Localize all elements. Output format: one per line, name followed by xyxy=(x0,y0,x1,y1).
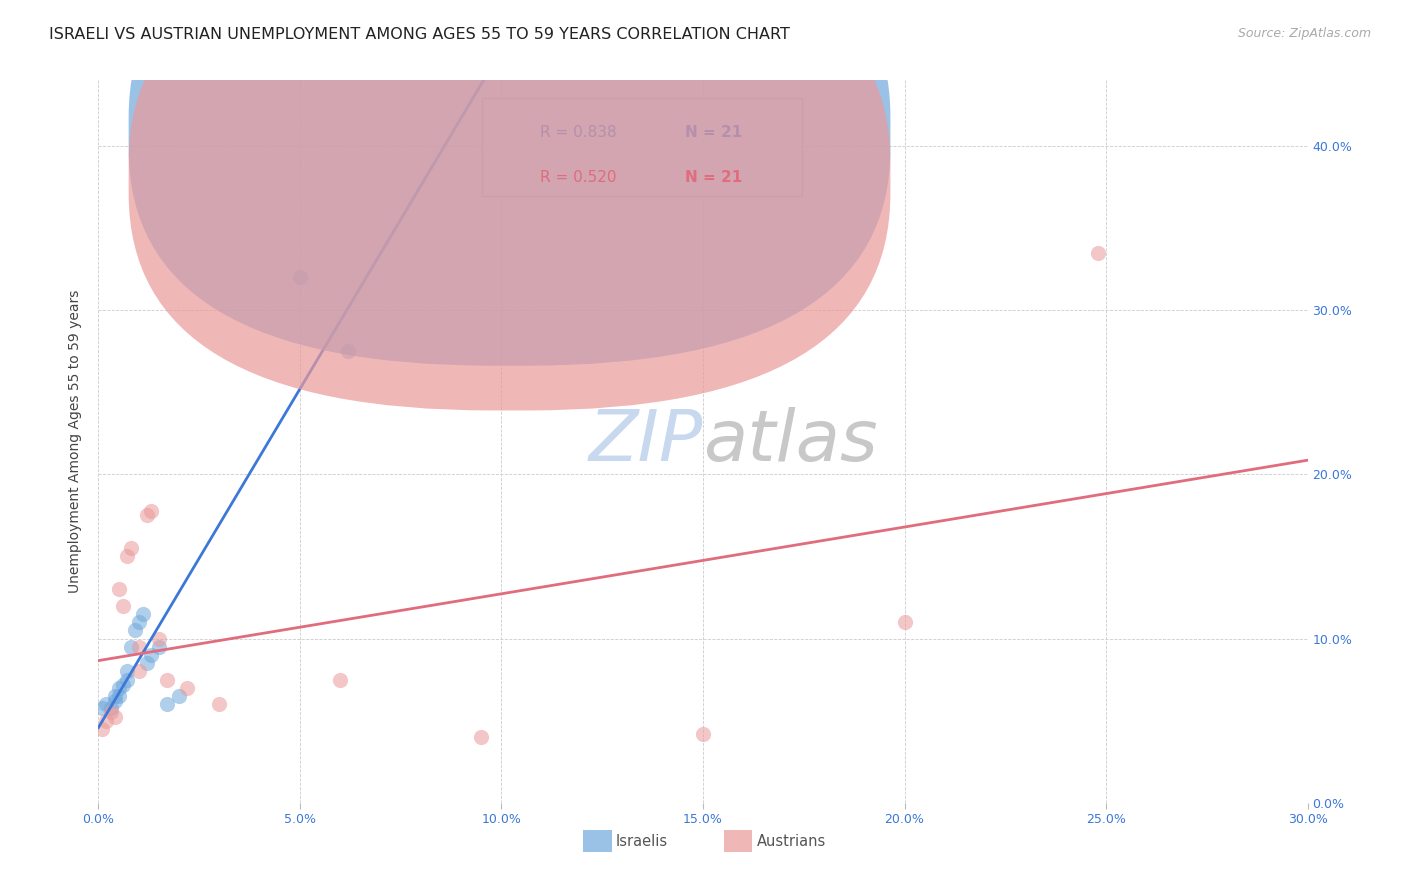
Point xyxy=(329,673,352,687)
FancyBboxPatch shape xyxy=(129,0,890,410)
Point xyxy=(115,549,138,564)
Point xyxy=(128,615,150,630)
Text: Israelis: Israelis xyxy=(616,834,668,848)
Point xyxy=(91,722,114,736)
Text: ISRAELI VS AUSTRIAN UNEMPLOYMENT AMONG AGES 55 TO 59 YEARS CORRELATION CHART: ISRAELI VS AUSTRIAN UNEMPLOYMENT AMONG A… xyxy=(49,27,790,42)
Point xyxy=(91,700,114,714)
Text: Source: ZipAtlas.com: Source: ZipAtlas.com xyxy=(1237,27,1371,40)
Point xyxy=(107,681,129,695)
Point xyxy=(107,582,129,597)
Point xyxy=(128,665,150,679)
Point xyxy=(120,640,142,654)
Point xyxy=(176,681,198,695)
Point xyxy=(167,689,190,703)
Point xyxy=(111,677,134,691)
Point xyxy=(288,270,311,285)
Point xyxy=(100,706,122,720)
Point xyxy=(115,673,138,687)
Text: R = 0.520: R = 0.520 xyxy=(540,170,616,186)
Point xyxy=(115,665,138,679)
Text: Austrians: Austrians xyxy=(756,834,825,848)
Point xyxy=(156,673,179,687)
Point xyxy=(1087,245,1109,260)
Point xyxy=(128,640,150,654)
Point xyxy=(148,640,170,654)
Text: atlas: atlas xyxy=(703,407,877,476)
Point xyxy=(120,541,142,556)
Text: N = 21: N = 21 xyxy=(685,170,742,186)
Point xyxy=(103,694,125,708)
Point xyxy=(111,599,134,613)
Point xyxy=(139,648,162,662)
Point xyxy=(100,700,122,714)
Text: ZIP: ZIP xyxy=(589,407,703,476)
Point xyxy=(148,632,170,646)
Point xyxy=(103,689,125,703)
Point xyxy=(692,727,714,741)
Point xyxy=(139,503,162,517)
FancyBboxPatch shape xyxy=(129,0,890,366)
Point xyxy=(124,624,146,638)
Y-axis label: Unemployment Among Ages 55 to 59 years: Unemployment Among Ages 55 to 59 years xyxy=(69,290,83,593)
Point xyxy=(470,730,492,744)
Point xyxy=(107,689,129,703)
Point xyxy=(96,698,118,712)
FancyBboxPatch shape xyxy=(482,98,803,196)
Point xyxy=(96,714,118,728)
Point xyxy=(103,710,125,724)
Point xyxy=(893,615,915,630)
Point xyxy=(135,508,157,523)
Text: R = 0.838: R = 0.838 xyxy=(540,125,616,140)
Point xyxy=(156,698,179,712)
Point xyxy=(208,698,231,712)
Text: N = 21: N = 21 xyxy=(685,125,742,140)
Point xyxy=(132,607,155,621)
Point xyxy=(337,344,360,359)
Point xyxy=(135,657,157,671)
